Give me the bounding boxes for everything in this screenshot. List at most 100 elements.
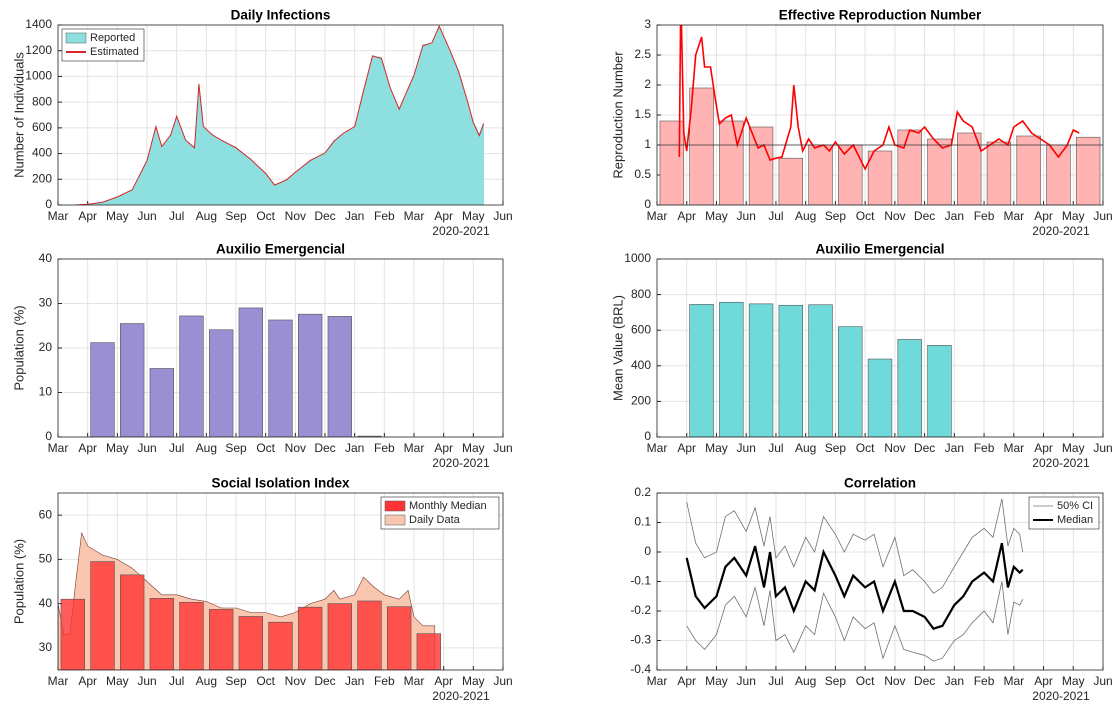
bar: [90, 561, 115, 670]
y-tick-label: 600: [631, 322, 651, 336]
bar: [209, 329, 234, 437]
x-tick-label: Jun: [737, 209, 756, 223]
ci-line: [686, 498, 1024, 594]
x-tick-label: Sep: [225, 209, 247, 223]
chart-title: Social Isolation Index: [211, 476, 350, 491]
x-tick-label: Mar: [404, 209, 425, 223]
x-tick-label: Apr: [434, 209, 453, 223]
plot-frame: [656, 24, 1104, 206]
bar: [748, 303, 774, 437]
x-tick-label: Feb: [374, 209, 395, 223]
panel: Mar Apr May Jun Jul Aug Sep Oct Nov Dec Jan Feb Mar A…: [630, 476, 1112, 704]
line: [74, 25, 485, 205]
y-tick-label: 800: [32, 94, 52, 108]
x-tick-label: Mar: [48, 441, 69, 455]
x-tick-label: Oct: [256, 209, 275, 223]
x-tick-label: Apr: [78, 441, 97, 455]
bar: [897, 129, 922, 205]
bar: [927, 345, 952, 437]
x-tick-label: Jun: [137, 674, 156, 688]
bar: [1016, 135, 1041, 205]
y-tick-label: 20: [39, 340, 53, 354]
y-tick-label: -0.4: [630, 662, 651, 676]
y-tick-label: 200: [32, 171, 52, 185]
bar: [778, 304, 803, 437]
y-tick-label: 2.5: [634, 47, 651, 61]
x-tick-label: Mar: [1003, 209, 1024, 223]
panel: Mar Apr May Jun Jul Aug Sep Oct Nov Dec Jan Feb Mar A…: [610, 242, 1112, 471]
x-tick-label: Jan: [345, 674, 364, 688]
x-tick-label: Jan: [945, 441, 964, 455]
x-tick-label: Sep: [825, 441, 847, 455]
chart-title: Effective Reproduction Number: [779, 8, 982, 23]
bar: [120, 323, 145, 437]
x-tick-label: Apr: [434, 674, 453, 688]
x-tick-label: Mar: [647, 674, 668, 688]
x-tick-label: Apr: [434, 441, 453, 455]
x-tick-label: Jul: [768, 674, 783, 688]
x-axis-label: 2020-2021: [1032, 456, 1090, 470]
plot-frame: [57, 24, 504, 206]
y-axis-label: Population (%): [11, 305, 26, 390]
bar: [838, 144, 863, 205]
y-tick-label: 1400: [25, 17, 52, 31]
chart-title: Correlation: [844, 476, 916, 491]
bar: [179, 315, 204, 437]
x-tick-label: Dec: [914, 209, 935, 223]
x-tick-label: Mar: [48, 674, 69, 688]
x-tick-label: Oct: [856, 209, 875, 223]
bar: [689, 304, 714, 437]
bar: [808, 144, 833, 205]
plot-frame: [656, 258, 1104, 438]
x-tick-label: Aug: [795, 209, 816, 223]
bar: [327, 603, 353, 670]
bar: [867, 150, 893, 205]
x-tick-label: Feb: [374, 441, 395, 455]
y-tick-label: 1200: [25, 43, 52, 57]
x-tick-label: Aug: [196, 674, 217, 688]
legend-label: Monthly Median: [409, 500, 487, 512]
bar: [1075, 136, 1101, 205]
x-tick-label: May: [1062, 674, 1085, 688]
plot-frame: [656, 492, 1104, 671]
x-axis-label: 2020-2021: [432, 689, 490, 703]
x-tick-label: Mar: [48, 209, 69, 223]
plot-content: [58, 531, 442, 670]
y-tick-label: 200: [631, 394, 651, 408]
plot-frame: [57, 492, 504, 671]
x-tick-label: Jun: [137, 441, 156, 455]
x-tick-label: Feb: [374, 674, 395, 688]
x-tick-label: Jan: [945, 209, 964, 223]
x-tick-label: Apr: [78, 674, 97, 688]
x-tick-label: May: [106, 674, 129, 688]
x-axis-label: 2020-2021: [1032, 224, 1090, 238]
plot-content: [685, 498, 1024, 662]
line: [678, 25, 1080, 171]
panel: Mar Apr May Jun Jul Aug Sep Oct Nov Dec Jan Feb Mar A…: [610, 8, 1112, 239]
x-tick-label: Feb: [974, 441, 995, 455]
x-tick-label: Nov: [884, 674, 905, 688]
x-tick-label: Sep: [825, 674, 847, 688]
bar: [659, 120, 685, 205]
y-tick-label: 40: [39, 596, 53, 610]
x-tick-label: May: [106, 441, 129, 455]
x-tick-label: Nov: [285, 209, 306, 223]
x-tick-label: Jun: [493, 674, 512, 688]
y-tick-label: 1: [644, 137, 651, 151]
y-tick-label: 1000: [624, 251, 651, 265]
bar: [90, 342, 115, 437]
x-tick-label: Mar: [404, 441, 425, 455]
bar: [179, 601, 204, 670]
bar: [297, 313, 323, 437]
bar: [719, 120, 744, 205]
x-tick-label: Sep: [225, 441, 247, 455]
x-axis-label: 2020-2021: [432, 456, 490, 470]
x-tick-label: Jun: [1093, 441, 1112, 455]
legend-label: Daily Data: [409, 514, 461, 526]
x-tick-label: May: [462, 209, 485, 223]
y-tick-label: 1.5: [634, 107, 651, 121]
x-axis-label: 2020-2021: [432, 224, 490, 238]
y-tick-label: -0.3: [630, 633, 651, 647]
x-tick-label: May: [705, 441, 728, 455]
